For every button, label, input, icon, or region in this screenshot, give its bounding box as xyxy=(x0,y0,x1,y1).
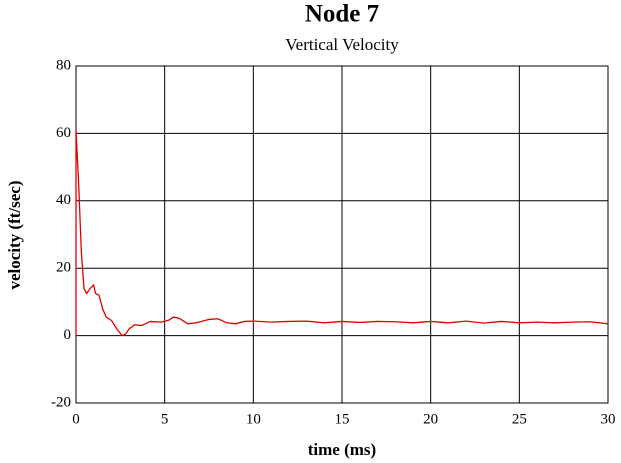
x-tick-label: 10 xyxy=(246,411,261,427)
y-tick-label: 0 xyxy=(64,327,72,343)
data-line xyxy=(75,129,609,337)
chart-title: Node 7 xyxy=(305,1,379,28)
y-axis-label: velocity (ft/sec) xyxy=(5,180,24,289)
y-tick-label: 60 xyxy=(56,125,71,141)
y-tick-label: 40 xyxy=(56,192,71,208)
x-tick-label: 30 xyxy=(601,411,616,427)
y-tick-label: 80 xyxy=(56,57,71,73)
x-tick-label: 25 xyxy=(512,411,527,427)
y-tick-label: -20 xyxy=(51,394,71,410)
x-tick-label: 5 xyxy=(161,411,169,427)
x-axis-label: time (ms) xyxy=(308,440,376,459)
x-tick-label: 20 xyxy=(423,411,438,427)
x-tick-label: 15 xyxy=(335,411,350,427)
y-tick-label: 20 xyxy=(56,260,71,276)
x-tick-label: 0 xyxy=(72,411,80,427)
chart-subtitle: Vertical Velocity xyxy=(285,35,399,54)
